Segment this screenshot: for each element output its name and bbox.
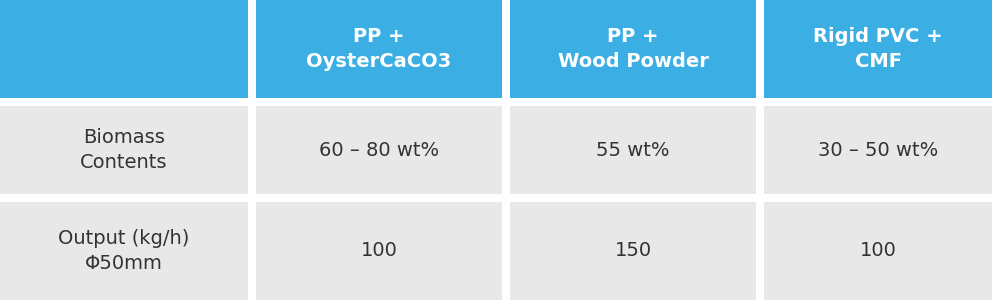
Text: PP +
Wood Powder: PP + Wood Powder bbox=[558, 27, 708, 71]
Text: 150: 150 bbox=[614, 242, 652, 260]
Bar bbox=[256, 0, 502, 98]
Text: PP +
OysterCaCO3: PP + OysterCaCO3 bbox=[306, 27, 452, 71]
Bar bbox=[0, 0, 248, 98]
Text: 60 – 80 wt%: 60 – 80 wt% bbox=[319, 140, 439, 160]
Text: Output (kg/h)
Φ50mm: Output (kg/h) Φ50mm bbox=[58, 229, 190, 273]
Bar bbox=[0, 202, 248, 300]
Bar bbox=[764, 202, 992, 300]
Bar bbox=[256, 202, 502, 300]
Text: 100: 100 bbox=[361, 242, 397, 260]
Bar bbox=[256, 106, 502, 194]
Bar bbox=[510, 202, 756, 300]
Bar bbox=[0, 106, 248, 194]
Text: 30 – 50 wt%: 30 – 50 wt% bbox=[818, 140, 938, 160]
Bar bbox=[764, 0, 992, 98]
Bar bbox=[510, 0, 756, 98]
Text: 55 wt%: 55 wt% bbox=[596, 140, 670, 160]
Text: Rigid PVC +
CMF: Rigid PVC + CMF bbox=[813, 27, 943, 71]
Text: Biomass
Contents: Biomass Contents bbox=[80, 128, 168, 172]
Bar bbox=[510, 106, 756, 194]
Bar bbox=[764, 106, 992, 194]
Text: 100: 100 bbox=[860, 242, 896, 260]
